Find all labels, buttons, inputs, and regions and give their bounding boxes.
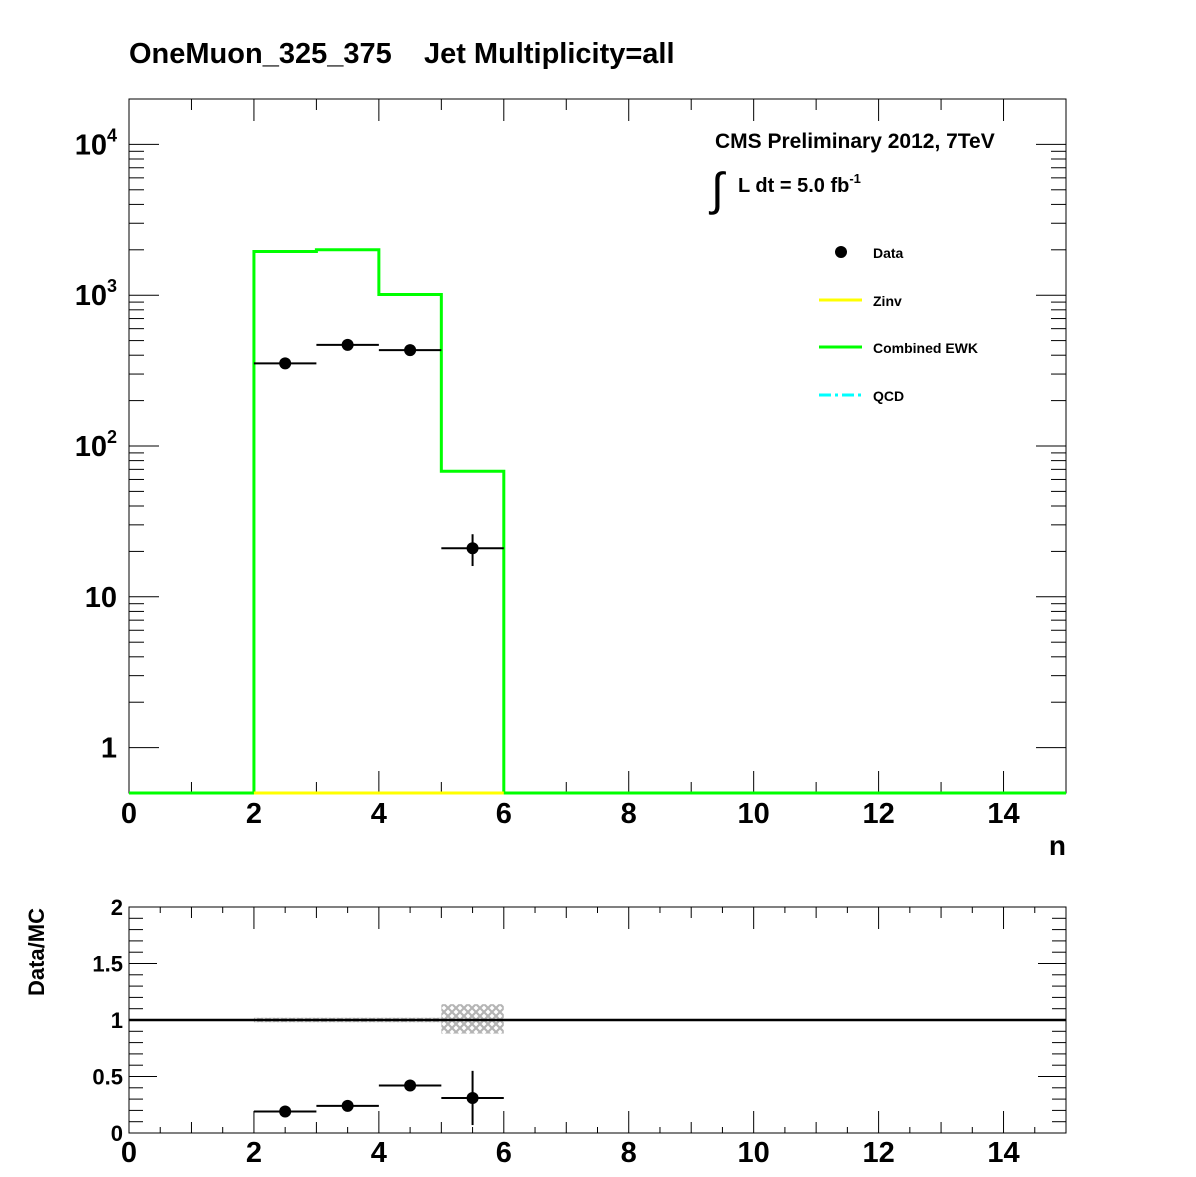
main-x-tick-label: 12: [862, 798, 894, 830]
ratio-point: [466, 1091, 479, 1104]
data-points-layer: [253, 338, 504, 567]
ratio-x-tick-label: 2: [246, 1137, 262, 1169]
lumi-integral-sign: ∫: [708, 163, 726, 215]
main-x-tick-label: 2: [246, 798, 262, 830]
legend: Data Zinv Combined EWK QCD: [819, 245, 978, 404]
main-y-tick-label: 104: [75, 125, 117, 161]
main-y-tick-labels: 1 10 102 103 104: [75, 125, 117, 764]
main-x-tick-label: 10: [738, 798, 770, 830]
main-plot-panel: 0 2 4 6 8 10 12 14 1 10 102 103 104 n CMS Prelimina…: [75, 98, 1067, 861]
data-point: [341, 338, 354, 351]
legend-entry-data: Data: [835, 245, 904, 261]
ratio-y-tick-label: 0.5: [92, 1065, 123, 1090]
data-point: [404, 344, 417, 357]
ratio-point: [341, 1099, 354, 1112]
ratio-uncertainty-band: [129, 1004, 1066, 1034]
main-y-tick-label: 103: [75, 276, 117, 312]
main-x-tick-label: 0: [121, 798, 137, 830]
ratio-y-tick-label: 1: [111, 1008, 123, 1033]
experiment-label: CMS Preliminary 2012, 7TeV: [715, 130, 995, 153]
main-x-tick-label: 6: [496, 798, 512, 830]
lumi-superscript: -1: [849, 171, 861, 186]
ratio-point: [404, 1079, 417, 1092]
main-y-tick-label: 10: [85, 582, 117, 614]
lumi-text: L dt = 5.0 fb: [738, 175, 849, 197]
legend-zinv-label: Zinv: [873, 293, 902, 309]
legend-entry-qcd: QCD: [819, 388, 904, 404]
data-point: [466, 542, 479, 555]
ratio-y-tick-label: 1.5: [92, 952, 123, 977]
main-y-tick-label: 102: [75, 427, 117, 463]
ratio-x-tick-label: 14: [987, 1137, 1019, 1169]
ratio-x-tick-label: 8: [621, 1137, 637, 1169]
main-x-tick-labels: 0 2 4 6 8 10 12 14: [121, 798, 1020, 830]
legend-qcd-label: QCD: [873, 388, 904, 404]
main-plot-frame: [128, 98, 1067, 794]
ratio-plot-panel: 0 2 4 6 8 10 12 14 0 0.5 1 1.5 2 Data/MC: [24, 895, 1067, 1169]
histogram-combined-ewk: [129, 248, 1066, 795]
ratio-y-tick-label: 0: [111, 1121, 123, 1146]
main-y-tick-label: 1: [101, 733, 117, 765]
ratio-axis-ticks: [128, 906, 1067, 1134]
main-x-tick-label: 4: [371, 798, 387, 830]
ratio-x-tick-label: 10: [738, 1137, 770, 1169]
legend-data-marker: [835, 246, 847, 258]
legend-entry-combined-ewk: Combined EWK: [819, 340, 978, 356]
ratio-x-tick-labels: 0 2 4 6 8 10 12 14: [121, 1137, 1020, 1169]
legend-entry-zinv: Zinv: [819, 293, 902, 309]
chart-title: OneMuon_325_375 Jet Multiplicity=all: [129, 38, 675, 70]
main-axis-ticks: [128, 98, 1067, 793]
ratio-points-layer: [253, 1070, 504, 1126]
legend-data-label: Data: [873, 245, 904, 261]
x-axis-label: n: [1049, 830, 1066, 861]
histogram-layer: [129, 248, 1066, 795]
lumi-label: L dt = 5.0 fb-1: [738, 171, 861, 197]
main-x-tick-label: 14: [987, 798, 1019, 830]
data-point: [279, 357, 292, 370]
legend-ewk-label: Combined EWK: [873, 340, 978, 356]
ratio-x-tick-label: 12: [862, 1137, 894, 1169]
ratio-point: [279, 1105, 292, 1118]
ratio-y-tick-label: 2: [111, 895, 123, 920]
ratio-y-tick-labels: 0 0.5 1 1.5 2: [92, 895, 123, 1146]
ratio-x-tick-label: 6: [496, 1137, 512, 1169]
ratio-x-tick-label: 4: [371, 1137, 387, 1169]
ratio-x-tick-label: 0: [121, 1137, 137, 1169]
ratio-y-axis-label: Data/MC: [24, 908, 49, 996]
main-x-tick-label: 8: [621, 798, 637, 830]
